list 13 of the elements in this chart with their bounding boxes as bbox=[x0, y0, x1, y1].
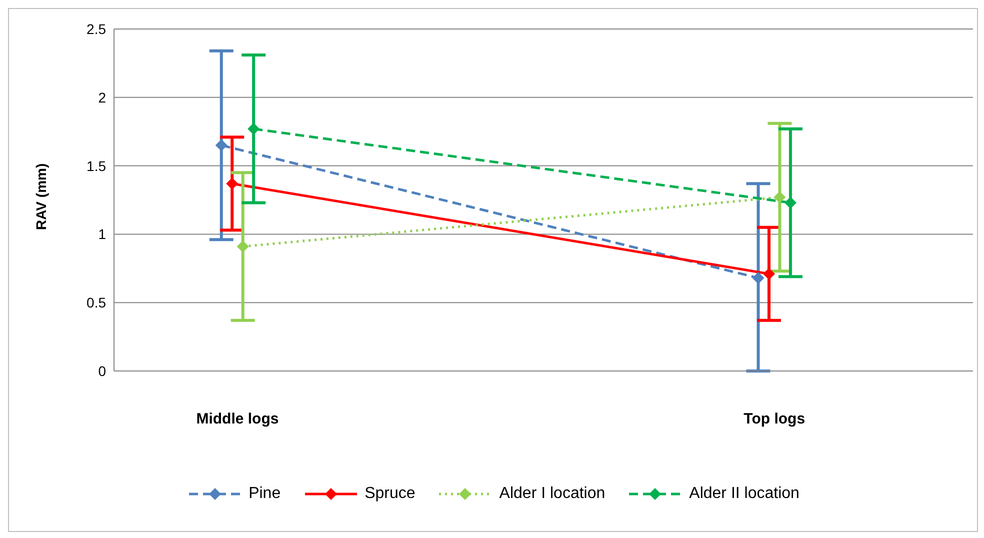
y-tick-label: 1.5 bbox=[86, 158, 106, 174]
y-tick-label: 0 bbox=[98, 362, 106, 379]
y-tick-label: 2 bbox=[98, 89, 106, 106]
legend-label: Alder I location bbox=[499, 485, 606, 503]
legend-label: Pine bbox=[248, 485, 281, 503]
legend-label: Alder II location bbox=[689, 485, 800, 503]
y-tick-label: 2.5 bbox=[86, 20, 106, 37]
x-tick-label: Top logs bbox=[744, 410, 806, 428]
y-tick-label: 1 bbox=[98, 226, 106, 242]
x-tick-label: Middle logs bbox=[196, 410, 279, 428]
y-axis-title: RAV (mm) bbox=[32, 163, 49, 230]
legend-label: Spruce bbox=[364, 485, 416, 503]
y-tick-label: 0.5 bbox=[86, 294, 106, 311]
